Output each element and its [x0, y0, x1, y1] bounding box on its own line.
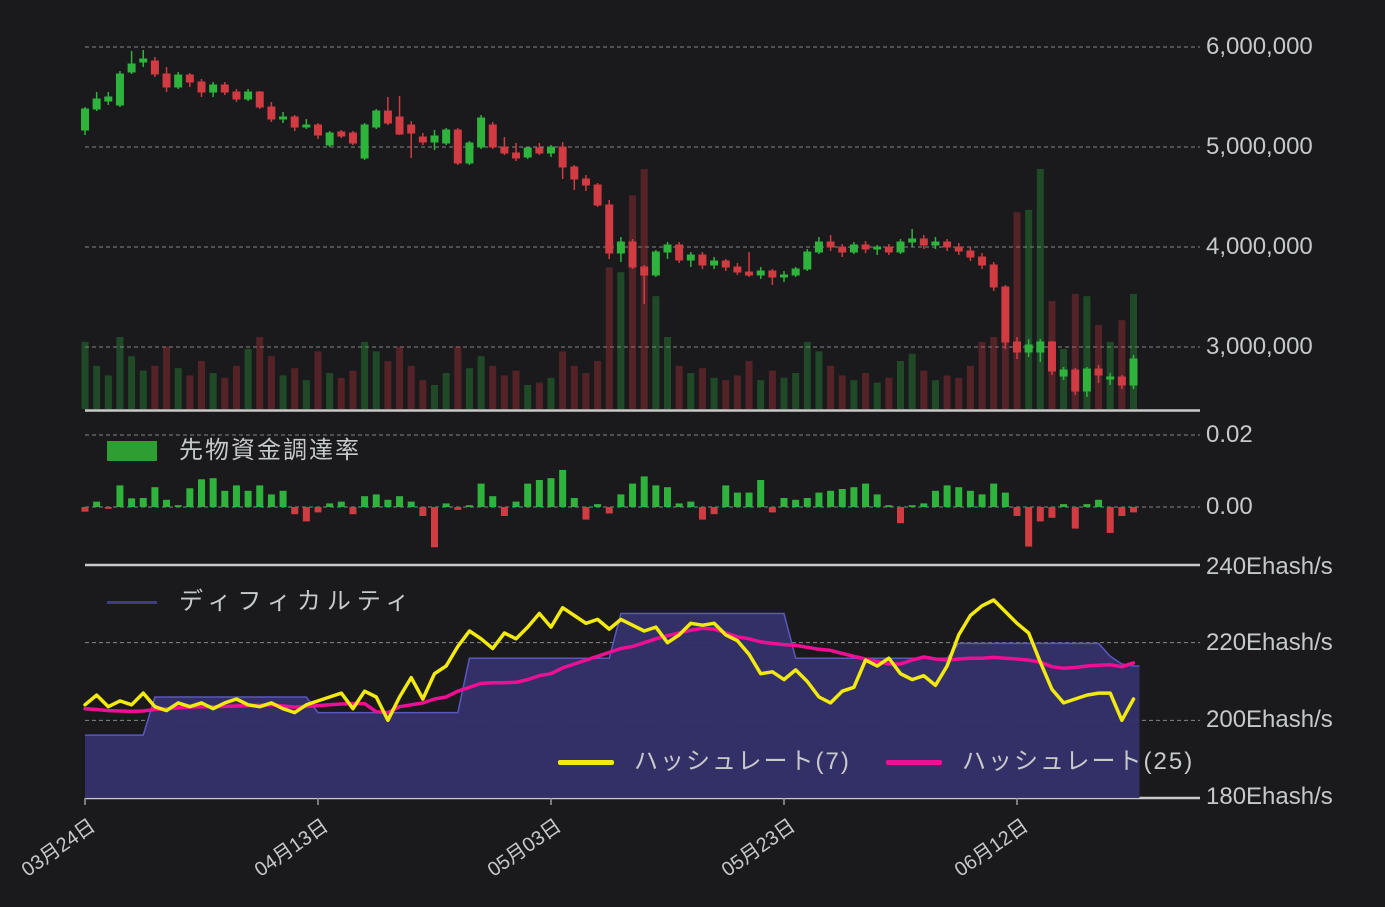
- difficulty-legend-label: ディフィカルティ: [179, 588, 416, 615]
- hashrate-axis-label-180: 180Ehash/s: [1206, 783, 1333, 810]
- price-axis-label-3m: 3,000,000: [1206, 333, 1313, 360]
- hashrate7-legend[interactable]: ハッシュレート(7): [558, 749, 851, 775]
- funding-rate-legend-label: 先物資金調達率: [179, 437, 361, 464]
- funding-rate-legend-swatch: [107, 441, 157, 461]
- difficulty-legend[interactable]: ディフィカルティ: [107, 589, 415, 615]
- hashrate7-legend-label: ハッシュレート(7): [634, 748, 851, 775]
- funding-rate-legend[interactable]: 先物資金調達率: [107, 438, 361, 464]
- difficulty-legend-swatch: [107, 601, 157, 604]
- funding-axis-label-002: 0.02: [1206, 421, 1253, 448]
- hashrate-axis-label-220: 220Ehash/s: [1206, 629, 1333, 656]
- hashrate25-legend-swatch: [886, 760, 942, 765]
- hashrate7-legend-swatch: [558, 760, 614, 765]
- price-axis-label-5m: 5,000,000: [1206, 133, 1313, 160]
- price-axis-label-4m: 4,000,000: [1206, 233, 1313, 260]
- hashrate25-legend[interactable]: ハッシュレート(25): [886, 749, 1194, 775]
- hashrate-axis-label-240: 240Ehash/s: [1206, 553, 1333, 580]
- price-axis-label-6m: 6,000,000: [1206, 33, 1313, 60]
- funding-axis-label-000: 0.00: [1206, 493, 1253, 520]
- hashrate25-legend-label: ハッシュレート(25): [962, 748, 1195, 775]
- hashrate-axis-label-200: 200Ehash/s: [1206, 706, 1333, 733]
